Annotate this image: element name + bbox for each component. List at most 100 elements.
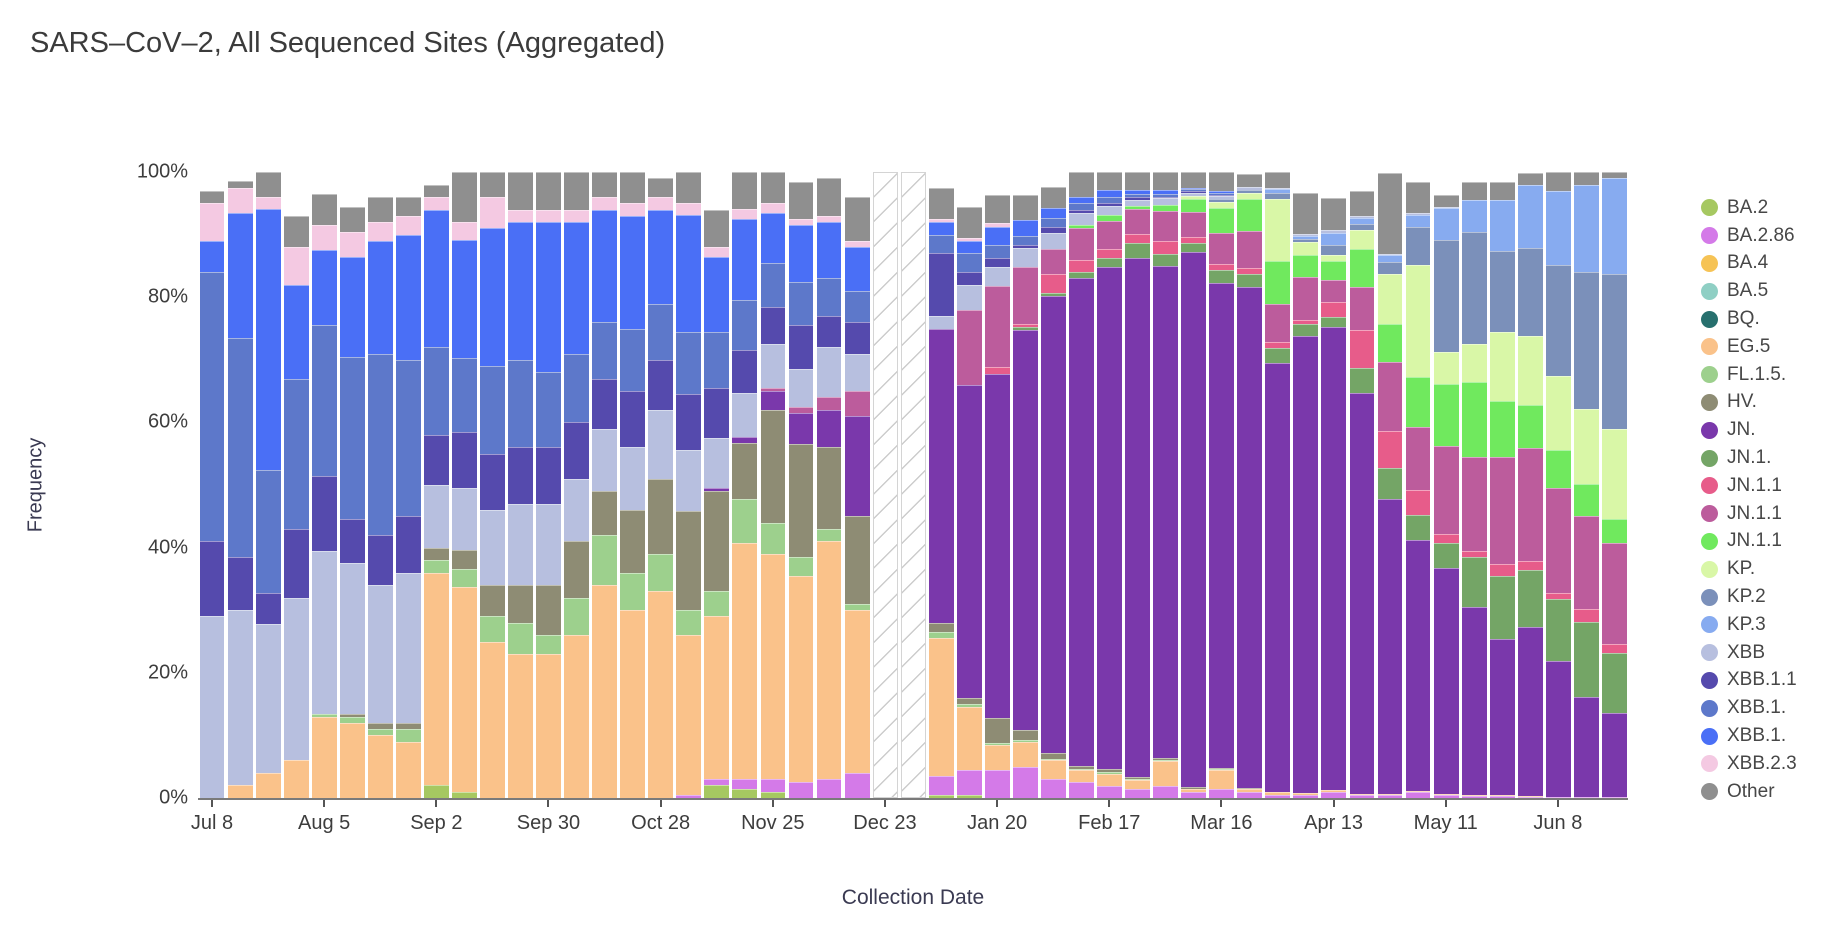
bar-week-jun-15[interactable] [1572,172,1600,798]
bar-segment-xbb-1-[interactable] [1153,193,1179,197]
bar-week-aug-26[interactable] [394,172,422,798]
bar-segment-xbb-2-3[interactable] [788,219,814,226]
bar-segment-ba-2-86[interactable] [1377,794,1403,798]
bar-segment-ba-2-86[interactable] [956,769,982,795]
bar-segment-xbb-1-[interactable] [816,278,842,317]
bar-segment-xbb-2-3[interactable] [339,231,365,257]
bar-week-nov-25[interactable] [759,172,787,798]
bar-segment-other[interactable] [227,181,253,188]
bar-week-may-4[interactable] [1404,172,1432,798]
bar-segment-fl-1-5-[interactable] [620,572,646,611]
bar-segment-xbb-2-3[interactable] [480,197,505,229]
bar-segment-kp-2[interactable] [1209,198,1235,202]
bar-segment-xbb-1-1[interactable] [311,475,337,551]
bar-segment-xbb-1-[interactable] [984,226,1010,246]
bar-week-dec-23[interactable] [871,172,899,798]
bar-week-may-11[interactable] [1432,172,1460,798]
bar-segment-fl-1-5-[interactable] [508,622,533,655]
bar-segment-kp-[interactable] [1545,376,1571,451]
bar-segment-xbb-1-1[interactable] [480,453,505,511]
bar-week-oct-7[interactable] [563,172,591,798]
bar-segment-eg-5[interactable] [1265,791,1291,795]
bar-segment-jn-1-1[interactable] [844,391,870,417]
bar-segment-hv-[interactable] [1069,765,1094,769]
bar-segment-xbb-1-[interactable] [592,209,618,323]
bar-segment-jn-1-1[interactable] [1012,267,1038,324]
bar-segment-hv-[interactable] [816,447,842,529]
bar-segment-xbb-1-[interactable] [423,209,449,348]
bar-segment-xbb-1-[interactable] [620,215,646,329]
bar-segment-kp-2[interactable] [1321,245,1347,255]
bar-segment-eg-5[interactable] [283,760,309,798]
bar-segment-jn-1-[interactable] [1237,274,1263,287]
bar-segment-xbb-1-1[interactable] [1181,191,1207,194]
bar-week-jun-8[interactable] [1544,172,1572,798]
bar-segment-jn-[interactable] [844,416,870,517]
legend-item-ba-4[interactable]: BA.4 [1701,250,1822,278]
bar-segment-xbb-1-[interactable] [1097,190,1122,197]
bar-segment-xbb[interactable] [620,447,646,511]
bar-segment-jn-1-1[interactable] [1545,487,1571,593]
bar-week-jul-22[interactable] [254,172,282,798]
bar-segment-other[interactable] [423,184,449,198]
bar-segment-xbb-1-[interactable] [508,222,533,360]
bar-segment-fl-1-5-[interactable] [367,729,393,736]
bar-segment-xbb-1-[interactable] [227,337,253,558]
bar-segment-jn-1-[interactable] [1545,598,1571,661]
bar-segment-jn-[interactable] [788,413,814,445]
bar-segment-eg-5[interactable] [311,716,337,798]
bar-segment-xbb[interactable] [1097,205,1122,215]
bar-segment-jn-[interactable] [1461,607,1487,796]
bar-segment-hv-[interactable] [536,585,562,636]
bar-segment-eg-5[interactable] [508,654,533,798]
bar-segment-xbb-1-1[interactable] [704,388,730,439]
bar-segment-ba-2-86[interactable] [1601,796,1627,798]
bar-segment-xbb[interactable] [1405,213,1431,215]
bar-segment-eg-5[interactable] [984,744,1010,770]
bar-segment-xbb-1-1[interactable] [956,272,982,285]
bar-segment-fl-1-5-[interactable] [564,597,590,636]
bar-segment-ba-2[interactable] [452,791,477,798]
bar-segment-kp-[interactable] [1321,254,1347,261]
bar-segment-eg-5[interactable] [620,610,646,798]
bar-week-may-18[interactable] [1460,172,1488,798]
bar-segment-xbb-1-[interactable] [704,331,730,389]
bar-segment-jn-1-1[interactable] [1125,233,1150,243]
bar-segment-other[interactable] [564,172,590,210]
bar-segment-fl-1-5-[interactable] [984,742,1010,745]
bar-segment-hv-[interactable] [423,547,449,561]
bar-segment-kp-3[interactable] [1601,178,1627,274]
bar-segment-xbb-1-[interactable] [816,222,842,279]
bar-segment-jn-1-1[interactable] [1489,457,1515,564]
bar-segment-jn-1-1[interactable] [1377,324,1403,362]
bar-segment-hv-[interactable] [676,511,702,610]
bar-segment-jn-1-1[interactable] [1181,236,1207,243]
legend-item-xbb[interactable]: XBB [1701,639,1822,667]
bar-segment-xbb-1-[interactable] [928,234,954,254]
bar-segment-eg-5[interactable] [592,585,618,798]
bar-segment-fl-1-5-[interactable] [1041,759,1066,761]
bar-segment-jn-1-[interactable] [1209,270,1235,283]
bar-segment-eg-5[interactable] [1012,741,1038,767]
bar-segment-ba-2-86[interactable] [1461,796,1487,798]
bar-segment-other[interactable] [676,172,702,203]
bar-segment-jn-1-1[interactable] [1153,204,1179,211]
bar-week-mar-9[interactable] [1180,172,1208,798]
bar-week-oct-14[interactable] [591,172,619,798]
bar-segment-ba-2[interactable] [928,794,954,798]
bar-segment-fl-1-5-[interactable] [760,522,786,554]
bar-segment-xbb-1-1[interactable] [732,349,758,394]
bar-segment-xbb-1-[interactable] [367,353,393,536]
bar-segment-jn-1-1[interactable] [1097,221,1122,249]
bar-segment-eg-5[interactable] [255,773,281,798]
bar-segment-xbb-1-1[interactable] [620,391,646,448]
bar-segment-kp-3[interactable] [1377,255,1403,262]
bar-week-feb-3[interactable] [1039,172,1067,798]
bar-segment-other[interactable] [311,193,337,226]
bar-segment-jn-[interactable] [1433,568,1459,794]
bar-segment-fl-1-5-[interactable] [311,713,337,717]
bar-segment-ba-2[interactable] [704,785,730,798]
bar-segment-hv-[interactable] [395,722,421,730]
bar-segment-xbb-1-[interactable] [536,222,562,373]
legend-item-xbb-1-[interactable]: XBB.1. [1701,694,1822,722]
